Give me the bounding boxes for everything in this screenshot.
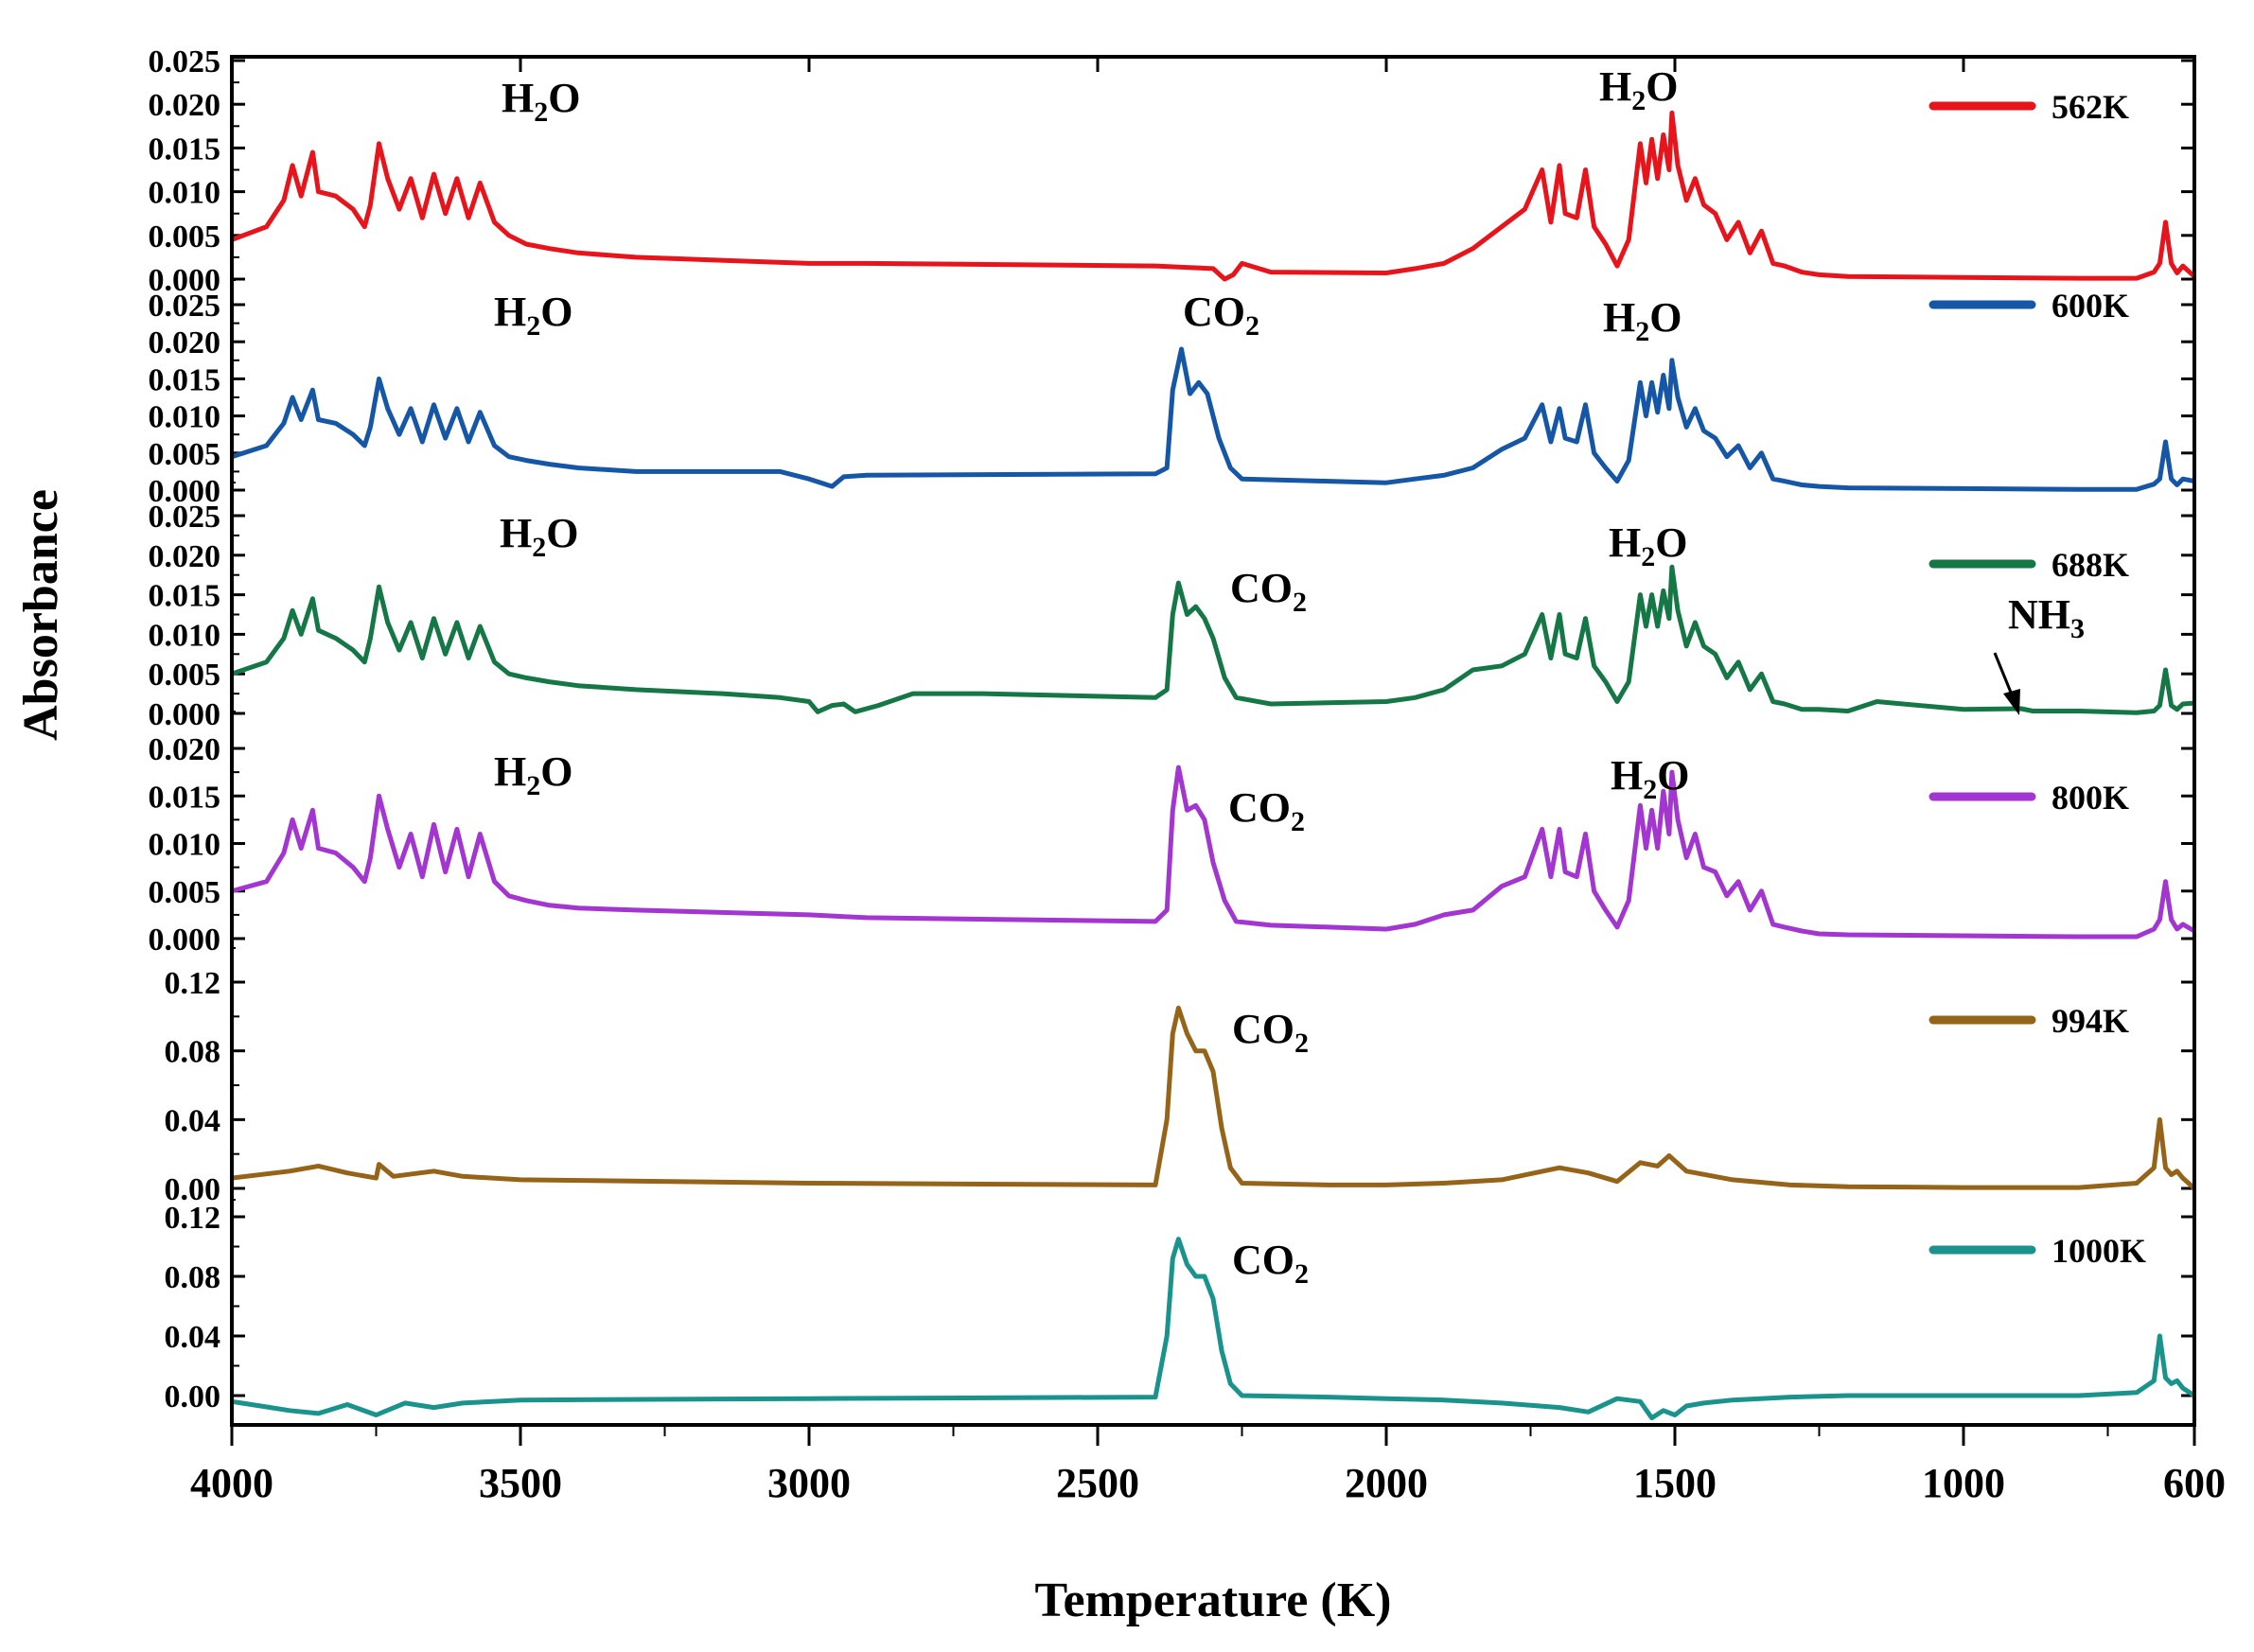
x-tick-label: 2000 (1345, 1460, 1428, 1506)
y-tick-label: 0.005 (149, 875, 221, 910)
y-tick-label: 0.025 (149, 289, 221, 324)
legend-item-562K: 562K (1928, 88, 2129, 126)
chart-legend: 562K 600K 688K 800K 994K 1000K (1928, 88, 2146, 1270)
annotation-h2o: H2O (1599, 63, 1678, 116)
x-tick-label: 3000 (767, 1460, 851, 1506)
y-tick-label: 0.08 (165, 1035, 221, 1070)
legend-label: 600K (2051, 287, 2129, 325)
legend-item-688K: 688K (1928, 546, 2129, 584)
annotation-h2o: H2O (494, 289, 572, 342)
annotation-h2o: H2O (1603, 294, 1682, 347)
y-tick-label: 0.08 (165, 1260, 221, 1295)
series-line-562K (231, 110, 2196, 282)
y-tick-label: 0.00 (165, 1380, 221, 1415)
plot-area: 0.0000.0050.0100.0150.0200.0250.0000.005… (149, 44, 2227, 1506)
annotation-co2: CO2 (1232, 1237, 1309, 1290)
y-tick-label: 0.015 (149, 579, 221, 614)
series-line-1000K (231, 1237, 2196, 1421)
y-tick-label: 0.005 (149, 658, 221, 693)
y-tick-label: 0.005 (149, 220, 221, 255)
panel-1000K: 0.00 0.04 0.08 0.12 (165, 1201, 2196, 1421)
x-tick-label: 1000 (1922, 1460, 2005, 1506)
y-tick-label: 0.010 (149, 828, 221, 863)
annotation-h2o: H2O (1611, 752, 1689, 805)
legend-item-800K: 800K (1928, 779, 2129, 817)
y-tick-label: 0.00 (165, 1172, 221, 1207)
chart-annotations: H2O H2O H2O CO2 H2O H2O CO2 H2O NH3 H2O CO2 H2O CO2 C… (494, 63, 2085, 1290)
series-line-800K (231, 764, 2196, 940)
y-tick-label: 0.000 (149, 923, 221, 958)
y-tick-label: 0.04 (165, 1103, 221, 1138)
y-tick-label: 0.020 (149, 732, 221, 767)
x-tick-label: 600 (2163, 1460, 2226, 1506)
y-tick-label: 0.010 (149, 618, 221, 653)
legend-item-1000K: 1000K (1928, 1232, 2146, 1270)
y-tick-label: 0.000 (149, 263, 221, 298)
y-tick-label: 0.025 (149, 44, 221, 79)
x-tick-label: 3500 (479, 1460, 562, 1506)
legend-item-994K: 994K (1928, 1002, 2129, 1040)
panel-562K: 0.000 0.005 0.010 0.015 0.020 0.025 (149, 44, 2196, 298)
x-tick-label: 1500 (1633, 1460, 1717, 1506)
annotation-nh3: NH3 (2008, 591, 2085, 644)
panel-688K: 0.000 0.005 0.010 0.015 0.020 0.025 (149, 500, 2195, 732)
x-tick-label: 4000 (190, 1460, 273, 1506)
y-tick-label: 0.020 (149, 325, 221, 360)
series-line-994K (231, 1005, 2196, 1190)
x-axis-title: Temperature (K) (1035, 1573, 1392, 1627)
arrow-head-icon (2003, 689, 2020, 715)
annotation-co2: CO2 (1232, 1006, 1309, 1059)
annotation-co2: CO2 (1230, 565, 1307, 618)
annotation-h2o: H2O (1609, 519, 1687, 572)
legend-label: 800K (2051, 779, 2129, 817)
annotation-h2o: H2O (502, 75, 580, 128)
y-tick-label: 0.015 (149, 362, 221, 397)
series-line-688K (231, 564, 2195, 715)
y-tick-label: 0.12 (165, 966, 221, 1001)
annotation-co2: CO2 (1228, 784, 1305, 837)
y-tick-label: 0.020 (149, 539, 221, 574)
legend-label: 1000K (2051, 1232, 2146, 1270)
series-line-600K (231, 346, 2195, 492)
y-tick-label: 0.04 (165, 1320, 221, 1355)
panel-800K: 0.000 0.005 0.010 0.015 0.020 (149, 732, 2196, 958)
panel-994K: 0.00 0.04 0.08 0.12 (165, 966, 2196, 1207)
annotation-co2: CO2 (1183, 289, 1259, 342)
y-tick-label: 0.000 (149, 697, 221, 732)
y-axis-title: Absorbance (14, 489, 68, 741)
legend-item-600K: 600K (1928, 287, 2129, 325)
y-tick-label: 0.015 (149, 780, 221, 815)
plot-frame (230, 55, 2196, 1427)
y-tick-label: 0.020 (149, 88, 221, 123)
y-tick-label: 0.12 (165, 1201, 221, 1236)
chart-panels: 0.0000.0050.0100.0150.0200.0250.0000.005… (149, 44, 2196, 1421)
legend-label: 994K (2051, 1002, 2129, 1040)
y-tick-label: 0.000 (149, 474, 221, 509)
y-tick-label: 0.015 (149, 132, 221, 167)
legend-label: 688K (2051, 546, 2129, 584)
x-tick-label: 2500 (1056, 1460, 1139, 1506)
annotation-h2o: H2O (494, 748, 572, 801)
y-tick-label: 0.010 (149, 176, 221, 211)
y-tick-label: 0.025 (149, 500, 221, 535)
annotation-h2o: H2O (500, 510, 578, 563)
legend-label: 562K (2051, 88, 2129, 126)
y-tick-label: 0.005 (149, 437, 221, 472)
y-tick-label: 0.010 (149, 400, 221, 435)
x-axis: 4000 3500 3000 2500 2000 1500 1000 600 (190, 57, 2226, 1506)
